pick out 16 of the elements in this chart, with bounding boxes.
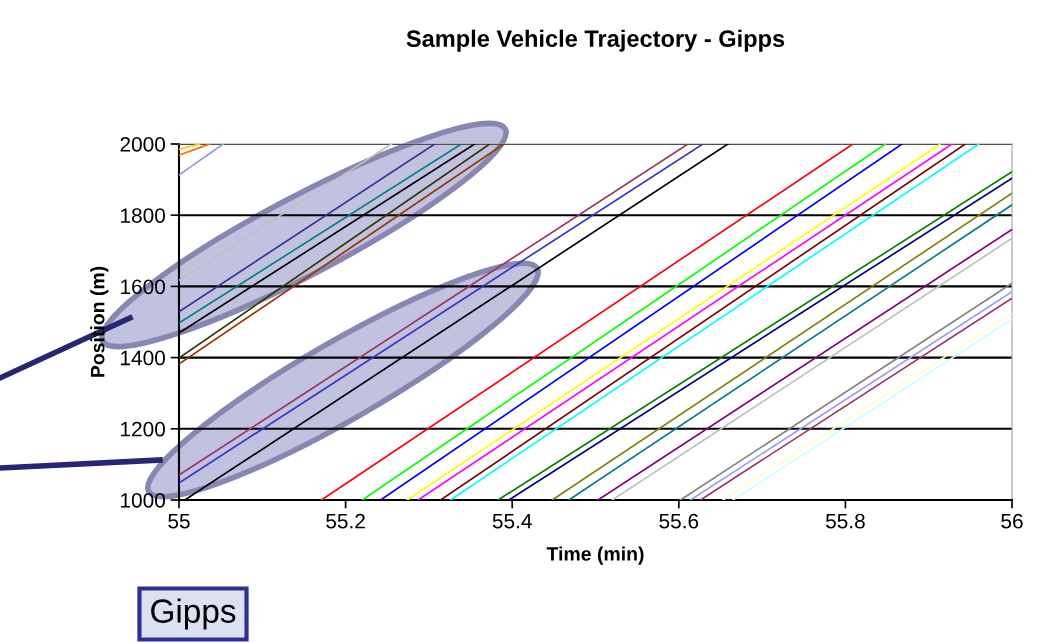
x-tick-label: 55.4: [492, 513, 532, 529]
x-axis-title: Time (min): [546, 546, 644, 565]
x-tick-label: 56: [1001, 513, 1023, 529]
x-tick-label: 55: [168, 513, 190, 529]
x-tick-label: 55.8: [825, 513, 865, 529]
text: Gipps: [151, 598, 236, 630]
y-tick-label: 1000: [121, 493, 165, 508]
x-tick-label: 55.6: [659, 513, 699, 529]
y-tick-label: 1200: [121, 421, 165, 437]
y-tick-label: 1400: [121, 350, 165, 366]
y-axis-title: Position (m): [90, 266, 109, 377]
y-tick-label: 1600: [121, 279, 165, 295]
x-tick-label: 55.2: [326, 513, 365, 529]
y-tick-label: 2000: [120, 137, 165, 152]
chart-title: Sample Vehicle Trajectory - Gipps: [406, 29, 785, 52]
y-tick-label: 1800: [121, 208, 165, 223]
